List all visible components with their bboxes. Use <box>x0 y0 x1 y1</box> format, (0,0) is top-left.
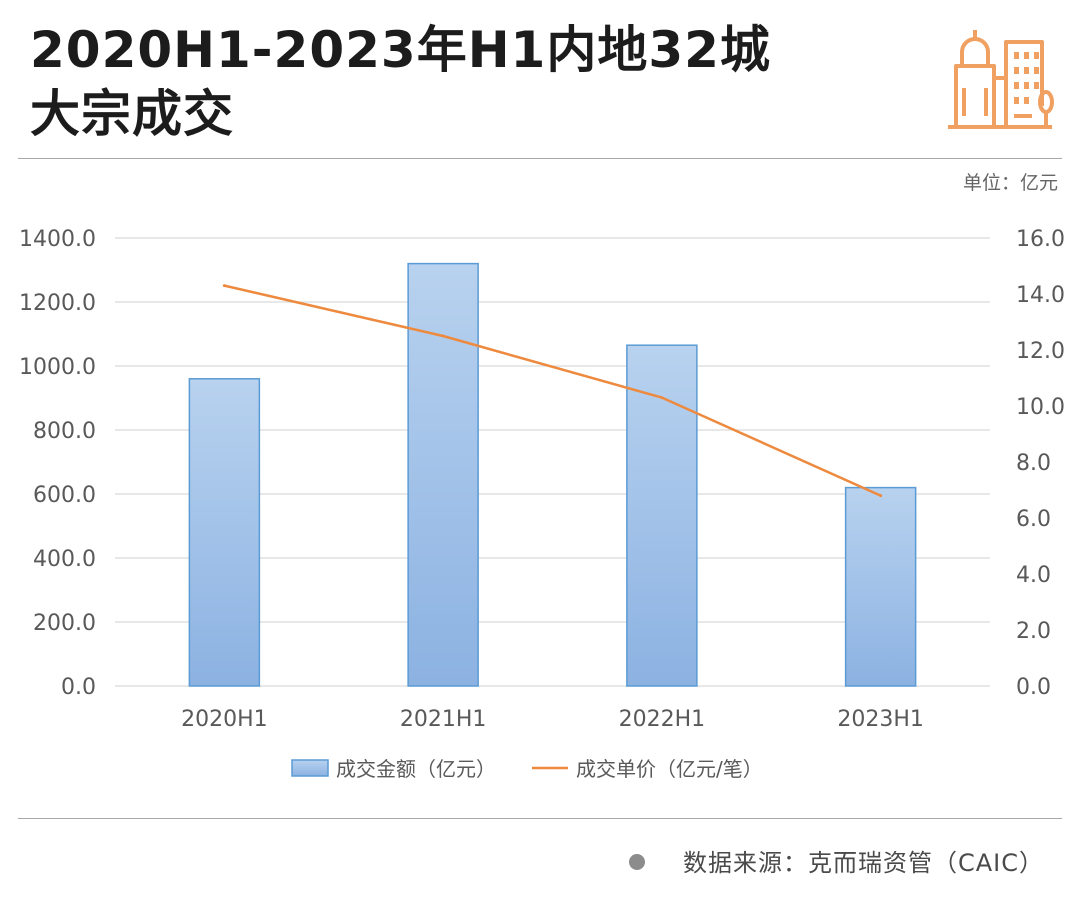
right-axis-tick-label: 4.0 <box>1016 563 1051 588</box>
left-axis-tick-label: 1000.0 <box>19 355 96 380</box>
page-title: 2020H1-2023年H1内地32城 大宗成交 <box>30 18 771 146</box>
bar-2022H1 <box>626 344 698 687</box>
data-source: 数据来源：克而瑞资管（CAIC） <box>628 843 1044 878</box>
title-line-2: 大宗成交 <box>30 85 234 143</box>
right-axis-tick-label: 6.0 <box>1016 507 1051 532</box>
left-axis-tick-label: 1200.0 <box>19 291 96 316</box>
x-axis-tick-label: 2020H1 <box>181 707 268 732</box>
line-point-2021H1 <box>441 334 445 338</box>
left-axis-tick-label: 0.0 <box>61 675 96 700</box>
right-axis-tick-label: 12.0 <box>1016 339 1065 364</box>
data-source-text: 数据来源：克而瑞资管（CAIC） <box>682 849 1044 877</box>
left-axis-tick-label: 600.0 <box>33 483 96 508</box>
right-axis-tick-label: 0.0 <box>1016 675 1051 700</box>
right-axis-tick-label: 10.0 <box>1016 395 1065 420</box>
bullet-dot-icon <box>628 854 645 870</box>
city-buildings-icon <box>948 30 1054 129</box>
header-divider <box>18 158 1062 159</box>
bar-2023H1 <box>844 486 917 687</box>
x-axis-tick-label: 2022H1 <box>619 707 706 732</box>
footer-divider <box>18 818 1062 819</box>
combo-chart: 0.0 200.0 400.0 600.0 800.0 1000.0 1200.0 1400.… <box>19 227 1065 781</box>
left-axis-tick-label: 800.0 <box>33 419 96 444</box>
left-axis-tick-label: 1400.0 <box>19 227 96 252</box>
bar-2021H1 <box>407 262 479 687</box>
unit-label: 单位：亿元 <box>962 172 1058 194</box>
x-axis-tick-label: 2023H1 <box>837 707 924 732</box>
right-axis-tick-label: 14.0 <box>1016 283 1065 308</box>
right-axis-tick-label: 8.0 <box>1016 451 1051 476</box>
right-axis-tick-label: 16.0 <box>1016 227 1065 252</box>
line-point-2020H1 <box>222 284 226 288</box>
right-axis-tick-label: 2.0 <box>1016 619 1051 644</box>
line-point-2023H1 <box>879 494 883 498</box>
legend-swatch-bar <box>291 759 329 777</box>
legend-label-line: 成交单价（亿元/笔） <box>576 757 763 781</box>
bar-2020H1 <box>188 378 261 687</box>
price-line <box>224 284 882 497</box>
title-line-1: 2020H1-2023年H1内地32城 <box>30 21 771 79</box>
x-axis-tick-label: 2021H1 <box>400 707 487 732</box>
legend-label-bar: 成交金额（亿元） <box>336 757 496 781</box>
line-point-2022H1 <box>660 396 664 400</box>
left-axis-tick-label: 400.0 <box>33 547 96 572</box>
left-axis-tick-label: 200.0 <box>33 611 96 636</box>
